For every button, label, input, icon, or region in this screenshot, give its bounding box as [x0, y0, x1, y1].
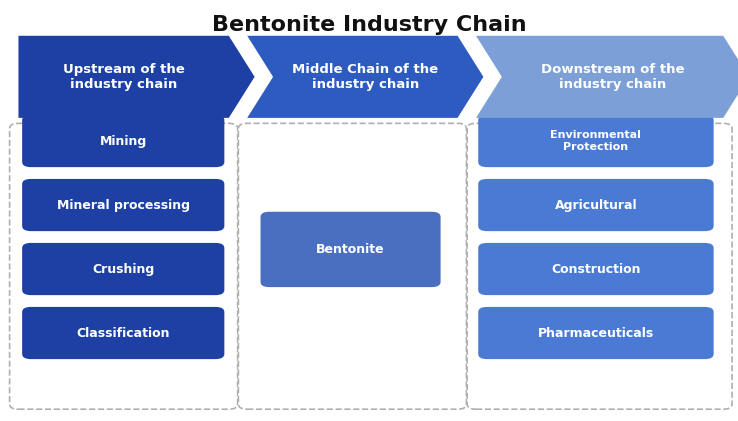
- Text: Mining: Mining: [100, 135, 147, 147]
- Text: Environmental
Protection: Environmental Protection: [551, 130, 641, 152]
- Text: Downstream of the
industry chain: Downstream of the industry chain: [541, 63, 684, 91]
- Text: Construction: Construction: [551, 263, 641, 275]
- Text: Middle Chain of the
industry chain: Middle Chain of the industry chain: [292, 63, 438, 91]
- Text: Upstream of the
industry chain: Upstream of the industry chain: [63, 63, 184, 91]
- Polygon shape: [247, 36, 483, 118]
- Text: Bentonite Industry Chain: Bentonite Industry Chain: [212, 15, 526, 35]
- FancyBboxPatch shape: [478, 179, 714, 231]
- FancyBboxPatch shape: [22, 115, 224, 167]
- Polygon shape: [476, 36, 738, 118]
- Text: Classification: Classification: [77, 327, 170, 339]
- FancyBboxPatch shape: [478, 243, 714, 295]
- Polygon shape: [18, 36, 255, 118]
- FancyBboxPatch shape: [478, 115, 714, 167]
- FancyBboxPatch shape: [22, 307, 224, 359]
- Text: Bentonite: Bentonite: [317, 243, 384, 256]
- Text: Crushing: Crushing: [92, 263, 154, 275]
- FancyBboxPatch shape: [10, 123, 238, 409]
- Text: Mineral processing: Mineral processing: [57, 199, 190, 211]
- FancyBboxPatch shape: [22, 179, 224, 231]
- FancyBboxPatch shape: [238, 123, 466, 409]
- FancyBboxPatch shape: [22, 243, 224, 295]
- Text: Pharmaceuticals: Pharmaceuticals: [538, 327, 654, 339]
- Text: Agricultural: Agricultural: [555, 199, 637, 211]
- FancyBboxPatch shape: [467, 123, 732, 409]
- FancyBboxPatch shape: [478, 307, 714, 359]
- FancyBboxPatch shape: [261, 212, 441, 287]
